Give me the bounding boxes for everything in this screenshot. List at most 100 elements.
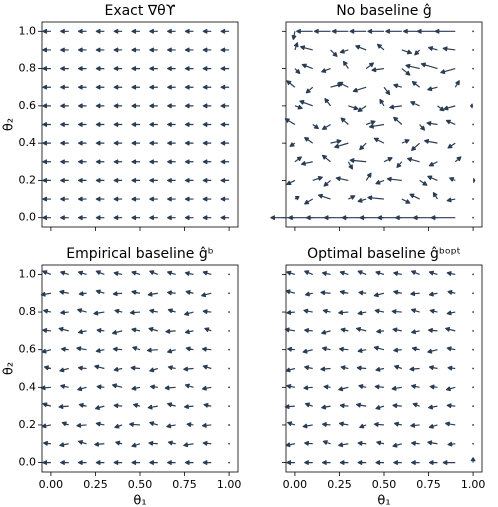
- arrow: [391, 309, 402, 314]
- arrow: [228, 273, 230, 276]
- arrow: [228, 386, 230, 389]
- arrow: [304, 460, 313, 465]
- arrow: [202, 270, 212, 276]
- arrow: [470, 457, 476, 463]
- y-tick-label: 0.0: [19, 211, 37, 224]
- arrow: [131, 66, 140, 71]
- arrow: [42, 66, 51, 71]
- arrow: [131, 215, 140, 221]
- arrow: [410, 101, 420, 107]
- arrow: [58, 326, 69, 332]
- panel-title: No baseline ĝ: [336, 3, 431, 19]
- arrow: [338, 81, 349, 88]
- arrow: [445, 326, 456, 332]
- arrow: [133, 403, 141, 408]
- arrow: [228, 367, 230, 370]
- y-axis-label: θ₂: [2, 118, 17, 131]
- arrow: [428, 424, 438, 429]
- arrow: [149, 196, 158, 202]
- arrow: [472, 86, 474, 89]
- arrow: [228, 292, 230, 295]
- arrow: [287, 346, 295, 352]
- arrow: [416, 28, 438, 34]
- arrow: [375, 179, 385, 185]
- arrow: [472, 329, 474, 332]
- arrow: [472, 311, 474, 313]
- arrow: [392, 327, 402, 333]
- arrow: [77, 47, 87, 53]
- arrow: [131, 140, 140, 146]
- x-tick-label: 0.75: [416, 478, 441, 491]
- arrow: [323, 179, 331, 187]
- arrow: [43, 308, 52, 314]
- arrow: [129, 310, 141, 315]
- arrow: [321, 330, 331, 335]
- arrow: [294, 195, 300, 201]
- arrow: [313, 28, 331, 34]
- arrow: [286, 179, 296, 186]
- arrow: [184, 460, 194, 465]
- arrow: [147, 404, 158, 410]
- arrow: [77, 460, 87, 465]
- arrow: [114, 308, 123, 314]
- arrow: [447, 441, 456, 447]
- arrow: [42, 328, 51, 333]
- arrow: [167, 47, 176, 53]
- arrow: [432, 192, 438, 200]
- arrow: [373, 137, 385, 144]
- arrow: [355, 326, 367, 332]
- arrow: [393, 289, 402, 295]
- arrow: [317, 193, 331, 200]
- arrow: [77, 103, 87, 109]
- x-axis-label: θ₁: [133, 494, 146, 507]
- arrow: [358, 290, 367, 296]
- arrow: [445, 421, 456, 427]
- arrow: [146, 347, 158, 353]
- arrow: [376, 328, 385, 334]
- arrow: [184, 196, 194, 202]
- arrow: [42, 103, 51, 109]
- arrow: [338, 386, 349, 392]
- arrow: [299, 100, 313, 107]
- arrow: [60, 103, 69, 109]
- arrow: [60, 460, 69, 465]
- arrow: [131, 385, 141, 391]
- arrow: [184, 28, 194, 34]
- x-tick-label: 0.25: [327, 478, 352, 491]
- panel-title: Optimal baseline ĝᵇᵒᵖᵗ: [307, 246, 461, 262]
- x-tick-label: 1.00: [461, 478, 486, 491]
- arrow: [131, 28, 140, 34]
- arrow: [183, 366, 194, 372]
- arrow: [427, 440, 438, 446]
- arrow: [201, 385, 212, 391]
- arrow: [434, 28, 456, 34]
- arrow: [321, 346, 331, 352]
- arrow: [401, 198, 411, 204]
- arrow: [338, 421, 349, 427]
- arrow: [60, 47, 69, 53]
- arrow: [312, 124, 319, 130]
- arrow: [131, 196, 140, 202]
- arrow: [167, 215, 176, 221]
- arrow: [131, 159, 140, 165]
- arrow: [220, 47, 230, 53]
- arrow: [472, 348, 474, 351]
- arrow: [375, 405, 385, 410]
- arrow: [411, 460, 420, 465]
- arrow: [373, 292, 385, 298]
- arrow: [95, 215, 105, 221]
- arrow: [428, 460, 438, 465]
- arrow: [202, 47, 212, 53]
- arrow: [77, 66, 87, 71]
- arrow: [95, 196, 105, 202]
- y-tick-label: 0.6: [19, 343, 37, 356]
- arrow: [42, 178, 51, 183]
- arrow: [291, 31, 297, 40]
- arrow: [340, 117, 349, 125]
- arrow: [389, 104, 402, 110]
- arrow: [60, 215, 69, 221]
- arrow: [472, 405, 474, 408]
- arrow: [113, 178, 123, 183]
- arrow: [131, 442, 141, 448]
- arrow: [184, 159, 194, 165]
